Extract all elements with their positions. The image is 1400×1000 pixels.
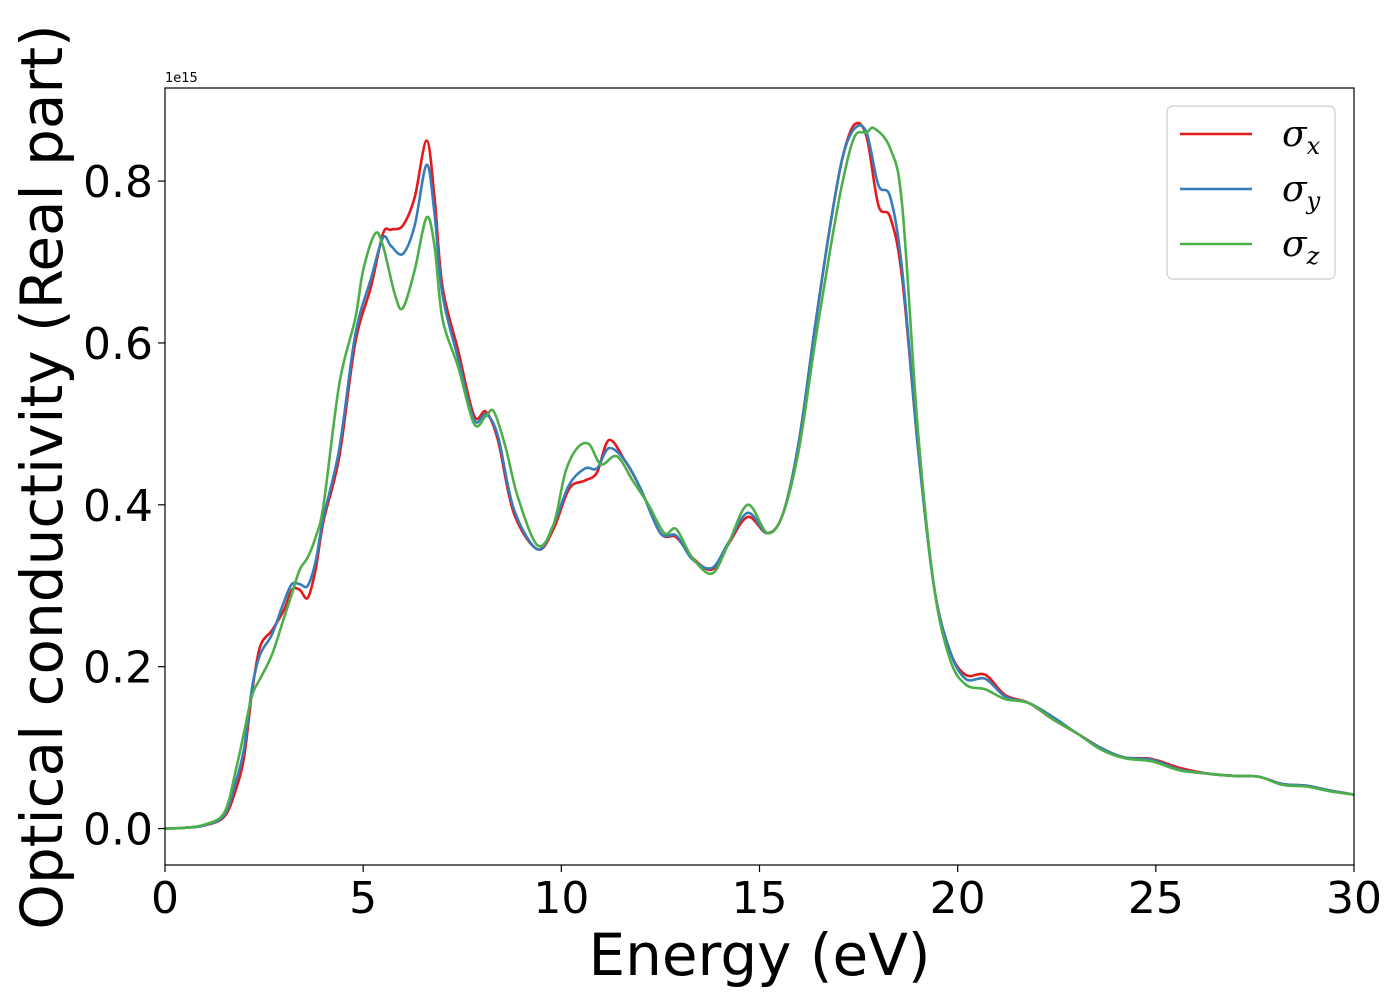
x-axis: 0 5 10 15 20 25 30 bbox=[151, 865, 1382, 924]
x-tick-label: 30 bbox=[1326, 873, 1382, 924]
x-tick-label: 10 bbox=[533, 873, 589, 924]
y-tick-label: 0.0 bbox=[83, 805, 153, 856]
legend-label-y: σy bbox=[1282, 169, 1321, 215]
x-tick-label: 15 bbox=[732, 873, 788, 924]
y-axis-label: Optical conductivity (Real part) bbox=[8, 24, 76, 929]
x-tick-label: 20 bbox=[930, 873, 986, 924]
y-offset-label: 1e15 bbox=[165, 71, 198, 86]
y-axis: 0.0 0.2 0.4 0.6 0.8 bbox=[83, 157, 165, 856]
series-layer bbox=[165, 121, 1354, 830]
y-tick-label: 0.2 bbox=[83, 643, 153, 694]
legend: σx σy σz bbox=[1166, 105, 1336, 280]
x-tick-label: 0 bbox=[151, 873, 179, 924]
x-axis-label: Energy (eV) bbox=[588, 921, 930, 989]
y-tick-label: 0.6 bbox=[83, 319, 153, 370]
legend-label-z: σz bbox=[1282, 224, 1320, 270]
series-line-z bbox=[165, 126, 1354, 830]
legend-label-x: σx bbox=[1282, 114, 1321, 160]
x-tick-label: 5 bbox=[349, 873, 377, 924]
y-tick-label: 0.8 bbox=[83, 157, 153, 208]
x-tick-label: 25 bbox=[1128, 873, 1184, 924]
legend-box bbox=[1166, 105, 1336, 280]
y-tick-label: 0.4 bbox=[83, 481, 153, 532]
